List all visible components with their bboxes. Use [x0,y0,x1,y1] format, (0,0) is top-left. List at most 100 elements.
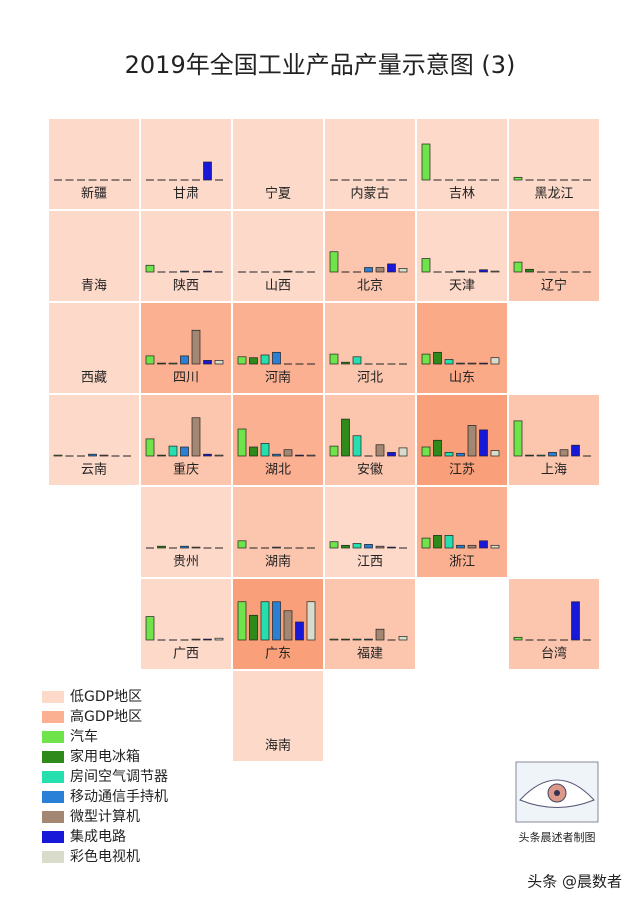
region-tile [416,394,508,486]
bar [490,450,500,457]
bar [398,268,408,273]
legend-swatch [42,731,64,743]
bar [352,356,362,365]
bar [329,638,339,641]
bar [352,435,362,457]
bar [364,267,373,273]
region-tile [324,578,416,670]
bar [433,351,442,365]
region-tile [140,394,232,486]
bar [421,353,431,365]
region-label: 山东 [449,371,475,386]
region-label: 四川 [173,371,199,386]
bar [329,541,339,549]
bar [467,425,477,457]
region-tile [48,394,140,486]
legend-label: 移动通信手持机 [70,789,168,805]
bar [571,601,580,641]
bar [398,447,408,457]
bar [456,452,465,457]
region-label: 西藏 [81,371,107,386]
region-label: 湖北 [265,463,291,478]
legend-label: 家用电冰箱 [70,748,140,765]
bar [260,601,270,641]
bar [180,355,189,365]
bar [157,454,166,457]
bar [249,614,258,641]
bar [203,360,212,365]
bar [306,454,316,457]
bar [214,637,224,641]
bar [559,449,569,457]
bar [467,544,477,549]
region-tile [416,302,508,394]
bar [525,268,534,273]
bar [168,445,178,457]
region-tile [324,302,416,394]
region-label: 重庆 [173,462,199,478]
region-tile [140,578,232,670]
legend-label: 房间空气调节器 [70,769,168,785]
bar [398,636,408,641]
region-tile [48,302,140,394]
bar [375,267,385,273]
bar [444,452,454,457]
bar [352,638,362,641]
bar [214,360,224,365]
bar [180,545,189,549]
bar [364,544,373,549]
bar [375,444,385,457]
region-label: 广西 [173,647,199,662]
region-tile [416,210,508,302]
bar [283,449,293,457]
region-label: 安徽 [357,463,383,478]
bar [145,264,155,273]
region-label: 河北 [357,371,383,386]
bar [295,621,304,641]
bar [375,545,385,549]
bar [479,540,488,549]
bar [421,143,431,181]
region-tile [48,210,140,302]
bar [513,176,523,181]
region-label: 吉林 [449,187,475,202]
region-tile [232,210,324,302]
bar [433,439,442,457]
bar [145,355,155,365]
region-tile [232,302,324,394]
bar [157,362,166,365]
region-label: 陕西 [173,279,199,294]
region-tile [140,118,232,210]
bar [364,638,373,641]
bar [99,454,109,457]
region-tile [324,394,416,486]
bar [548,452,557,457]
region-tile [232,394,324,486]
bar [272,453,281,457]
bar [421,446,431,457]
legend-swatch [42,751,64,763]
bar [421,258,431,273]
bar [387,263,396,273]
legend-label: 高GDP地区 [70,708,142,725]
bar [513,636,523,641]
bar [191,329,201,365]
bar [444,359,454,365]
bar [479,429,488,457]
region-label: 山西 [265,279,291,294]
legend-label: 彩色电视机 [70,848,140,865]
region-label: 上海 [541,463,567,478]
bar [145,616,155,641]
bar [180,446,189,457]
bar [329,353,339,365]
bar [145,438,155,457]
legend-label: 汽车 [70,728,98,745]
bar [260,443,270,457]
bar [341,544,350,549]
region-tile [140,486,232,578]
region-label: 台湾 [541,646,567,662]
bar [352,543,362,549]
bar [490,270,500,273]
bar [490,357,500,365]
bar [329,445,339,457]
